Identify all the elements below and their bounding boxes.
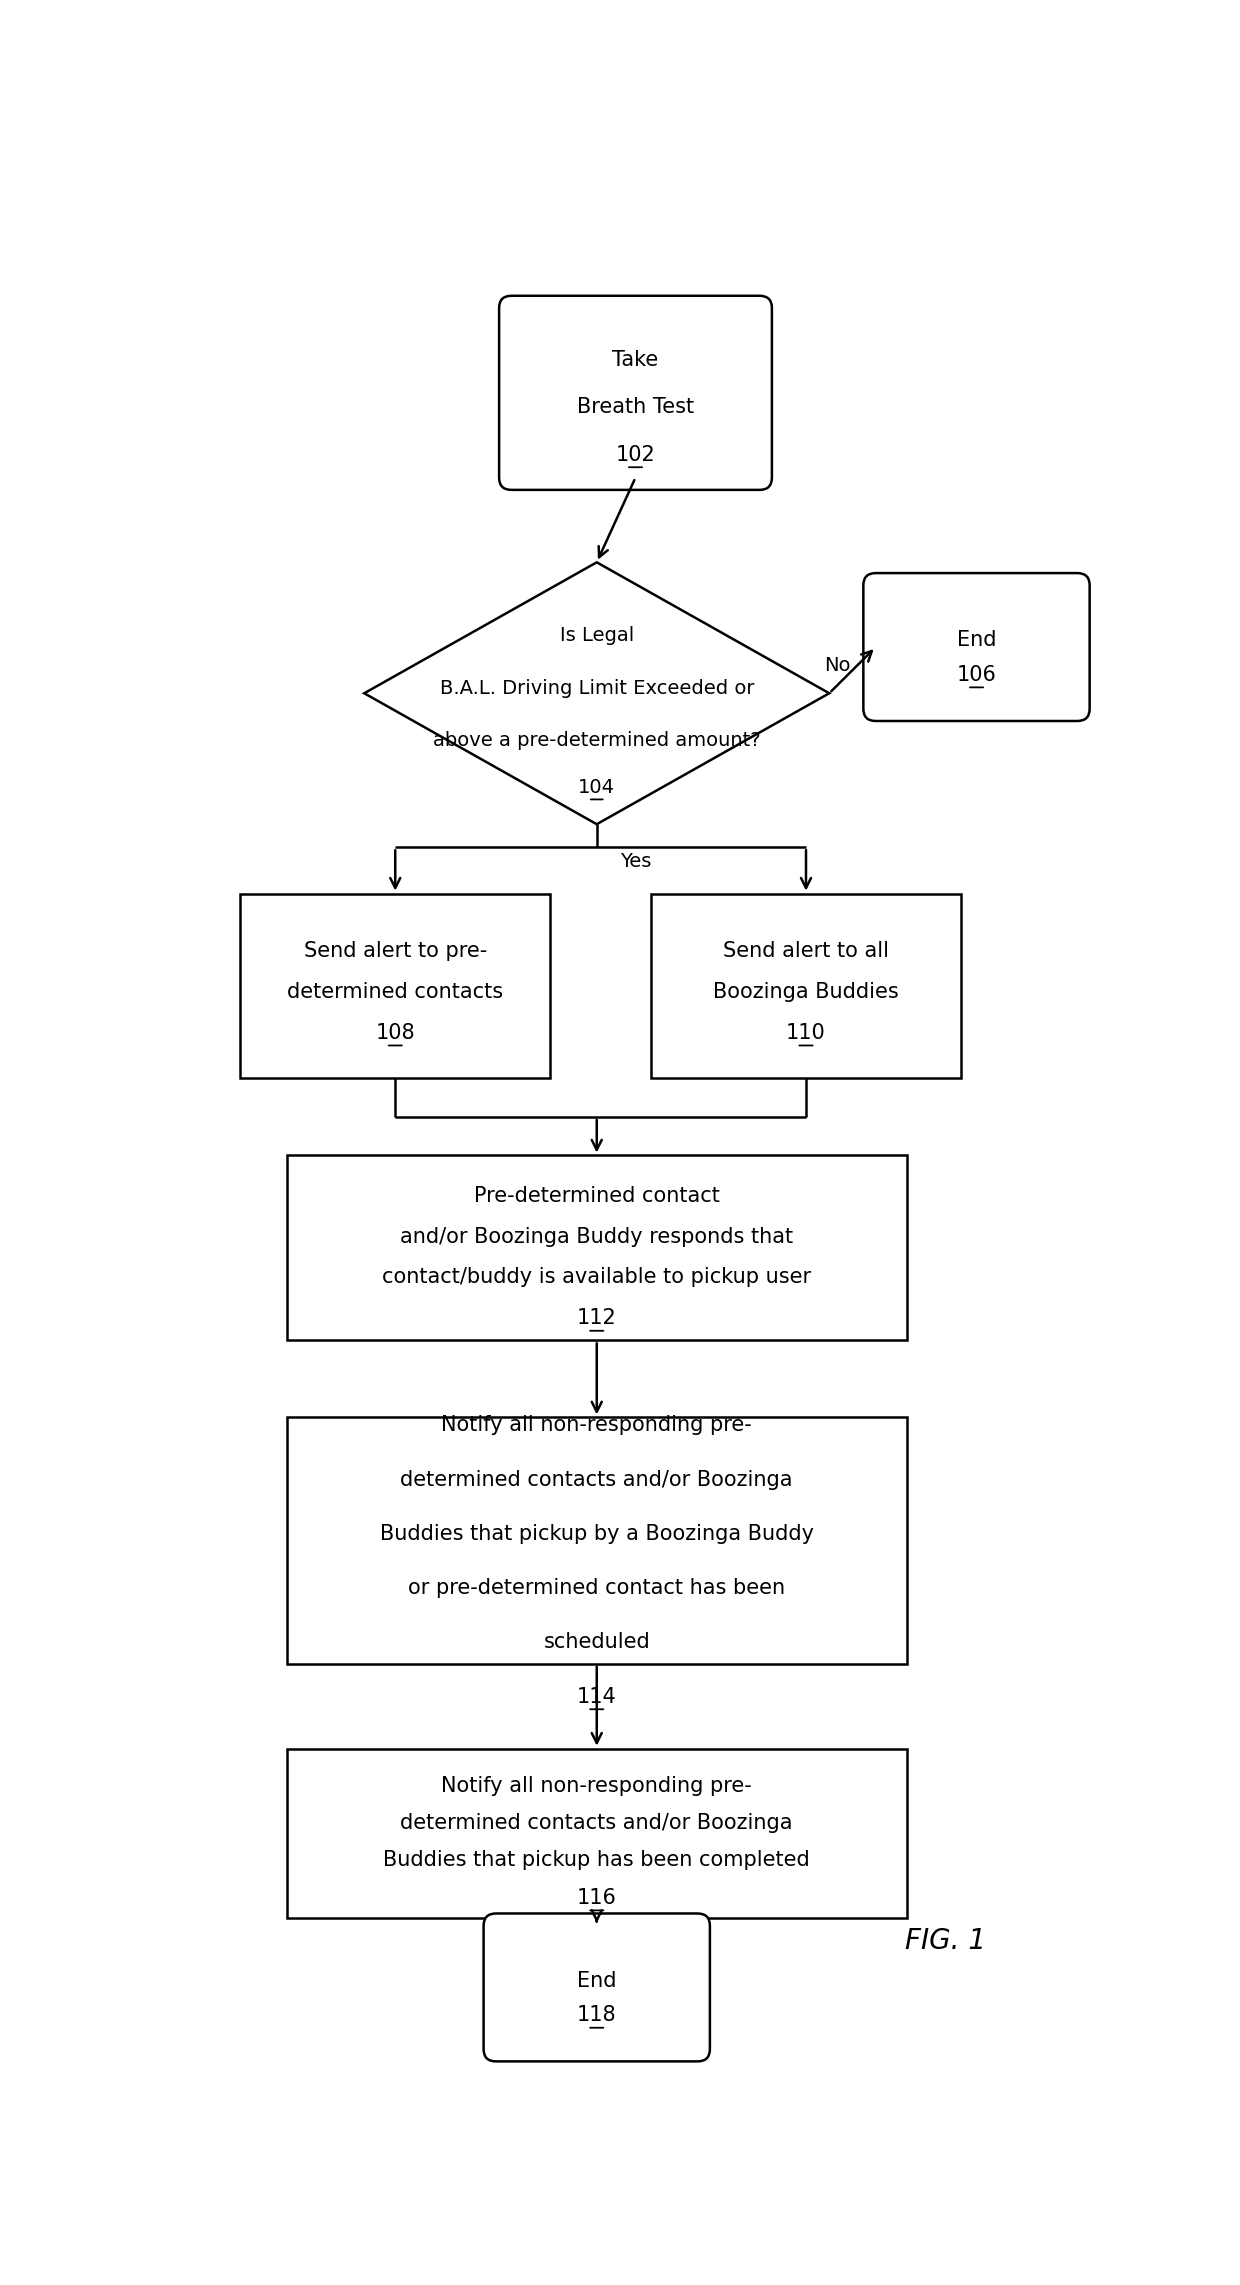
Text: Buddies that pickup by a Boozinga Buddy: Buddies that pickup by a Boozinga Buddy [379,1524,813,1545]
Bar [286,1156,906,1341]
Polygon shape [365,562,830,825]
Text: 108: 108 [376,1024,415,1042]
Bar [286,1748,906,1917]
Text: scheduled: scheduled [543,1631,650,1652]
Text: Take: Take [613,350,658,370]
Text: determined contacts and/or Boozinga: determined contacts and/or Boozinga [401,1469,794,1490]
Text: 112: 112 [577,1307,616,1328]
Text: or pre-determined contact has been: or pre-determined contact has been [408,1579,785,1597]
Text: End: End [957,631,996,651]
Text: Send alert to pre-: Send alert to pre- [304,941,487,962]
Text: Buddies that pickup has been completed: Buddies that pickup has been completed [383,1851,810,1871]
Text: 118: 118 [577,2004,616,2025]
Text: 114: 114 [577,1686,616,1707]
Bar [241,893,551,1079]
Text: above a pre-determined amount?: above a pre-determined amount? [433,731,760,749]
Bar [286,1417,906,1663]
Text: 110: 110 [786,1024,826,1042]
Text: Send alert to all: Send alert to all [723,941,889,962]
Text: No: No [823,656,851,674]
Text: Boozinga Buddies: Boozinga Buddies [713,983,899,1003]
Text: determined contacts and/or Boozinga: determined contacts and/or Boozinga [401,1812,794,1833]
Text: B.A.L. Driving Limit Exceeded or: B.A.L. Driving Limit Exceeded or [439,679,754,697]
Text: Pre-determined contact: Pre-determined contact [474,1186,719,1206]
FancyBboxPatch shape [484,1913,709,2061]
Text: End: End [577,1970,616,1990]
Text: 102: 102 [615,446,656,464]
Text: Yes: Yes [620,852,651,871]
Text: FIG. 1: FIG. 1 [905,1926,986,1956]
Text: Breath Test: Breath Test [577,398,694,418]
FancyBboxPatch shape [863,574,1090,722]
Text: and/or Boozinga Buddy responds that: and/or Boozinga Buddy responds that [401,1227,794,1248]
Text: contact/buddy is available to pickup user: contact/buddy is available to pickup use… [382,1268,811,1286]
Text: Is Legal: Is Legal [559,626,634,644]
Text: Notify all non-responding pre-: Notify all non-responding pre- [441,1775,753,1796]
Bar [651,893,961,1079]
FancyBboxPatch shape [498,295,771,489]
Text: Notify all non-responding pre-: Notify all non-responding pre- [441,1414,753,1435]
Text: 116: 116 [577,1887,616,1908]
Text: 104: 104 [578,779,615,797]
Text: determined contacts: determined contacts [288,983,503,1003]
Text: 106: 106 [956,665,997,686]
